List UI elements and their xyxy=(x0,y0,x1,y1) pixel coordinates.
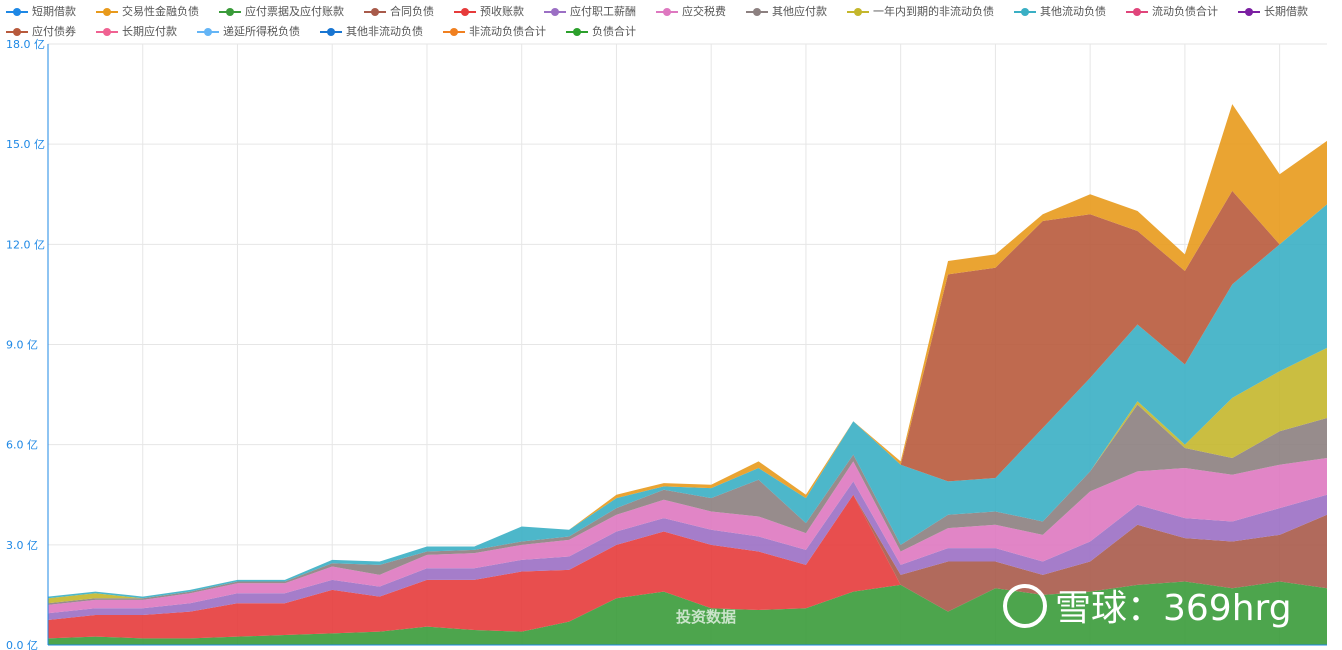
legend-item[interactable]: 应付债券 xyxy=(6,22,76,42)
y-tick-label: 0.0 亿 xyxy=(6,639,38,650)
legend-label: 应付票据及应付账款 xyxy=(245,5,344,18)
legend-marker xyxy=(96,8,118,16)
area xyxy=(48,404,1327,605)
y-tick-label: 18.0 亿 xyxy=(6,38,45,51)
legend-marker xyxy=(219,8,241,16)
y-tick-label: 6.0 亿 xyxy=(6,439,38,452)
legend-label: 其他流动负债 xyxy=(1040,5,1106,18)
legend-marker xyxy=(364,8,386,16)
legend-marker xyxy=(96,28,118,36)
legend-marker xyxy=(746,8,768,16)
area xyxy=(48,481,1327,620)
legend-label: 非流动负债合计 xyxy=(469,25,546,38)
legend-item[interactable]: 合同负债 xyxy=(364,2,434,22)
legend-item[interactable]: 流动负债合计 xyxy=(1126,2,1218,22)
legend-item[interactable]: 长期借款 xyxy=(1238,2,1308,22)
legend-label: 流动负债合计 xyxy=(1152,5,1218,18)
area xyxy=(48,494,1327,620)
legend-marker xyxy=(1014,8,1036,16)
legend-marker xyxy=(544,8,566,16)
y-tick-label: 9.0 亿 xyxy=(6,339,38,352)
legend-marker xyxy=(320,28,342,36)
legend-label: 合同负债 xyxy=(390,5,434,18)
legend-item[interactable]: 递延所得税负债 xyxy=(197,22,300,42)
y-tick-label: 15.0 亿 xyxy=(6,138,45,151)
legend-item[interactable]: 预收账款 xyxy=(454,2,524,22)
legend-label: 应付职工薪酬 xyxy=(570,5,636,18)
legend-item[interactable]: 长期应付款 xyxy=(96,22,177,42)
legend-item[interactable]: 短期借款 xyxy=(6,2,76,22)
legend-item[interactable]: 其他应付款 xyxy=(746,2,827,22)
legend-label: 交易性金融负债 xyxy=(122,5,199,18)
legend-label: 一年内到期的非流动负债 xyxy=(873,5,994,18)
legend-marker xyxy=(847,8,869,16)
area xyxy=(48,190,1327,597)
legend-marker xyxy=(6,28,28,36)
legend-label: 长期应付款 xyxy=(122,25,177,38)
legend-marker xyxy=(656,8,678,16)
legend-marker xyxy=(443,28,465,36)
legend-item[interactable]: 应付票据及应付账款 xyxy=(219,2,344,22)
legend-label: 预收账款 xyxy=(480,5,524,18)
legend-item[interactable]: 其他非流动负债 xyxy=(320,22,423,42)
legend-label: 其他应付款 xyxy=(772,5,827,18)
legend-marker xyxy=(566,28,588,36)
legend-marker xyxy=(6,8,28,16)
watermark-logo xyxy=(1003,584,1047,628)
legend-label: 其他非流动负债 xyxy=(346,25,423,38)
legend-item[interactable]: 应付职工薪酬 xyxy=(544,2,636,22)
area xyxy=(48,458,1327,614)
area xyxy=(48,204,1327,599)
y-tick-label: 3.0 亿 xyxy=(6,539,38,552)
legend-label: 长期借款 xyxy=(1264,5,1308,18)
legend-item[interactable]: 非流动负债合计 xyxy=(443,22,546,42)
legend-marker xyxy=(197,28,219,36)
legend-label: 应付债券 xyxy=(32,25,76,38)
legend-marker xyxy=(1126,8,1148,16)
legend-label: 应交税费 xyxy=(682,5,726,18)
area xyxy=(48,494,1327,639)
legend-marker xyxy=(454,8,476,16)
legend-label: 递延所得税负债 xyxy=(223,25,300,38)
legend-label: 短期借款 xyxy=(32,5,76,18)
legend: 短期借款 交易性金融负债 应付票据及应付账款 合同负债 预收账款 应付职工薪酬 应交税费 其他… xyxy=(6,2,1342,42)
watermark: 投资数据 xyxy=(676,608,736,626)
watermark: 雪球：369hrg xyxy=(1055,588,1292,629)
legend-item[interactable]: 应交税费 xyxy=(656,2,726,22)
legend-item[interactable]: 交易性金融负债 xyxy=(96,2,199,22)
legend-item[interactable]: 其他流动负债 xyxy=(1014,2,1106,22)
legend-item[interactable]: 负债合计 xyxy=(566,22,636,42)
legend-label: 负债合计 xyxy=(592,25,636,38)
y-tick-label: 12.0 亿 xyxy=(6,238,45,251)
legend-marker xyxy=(1238,8,1260,16)
legend-item[interactable]: 一年内到期的非流动负债 xyxy=(847,2,994,22)
